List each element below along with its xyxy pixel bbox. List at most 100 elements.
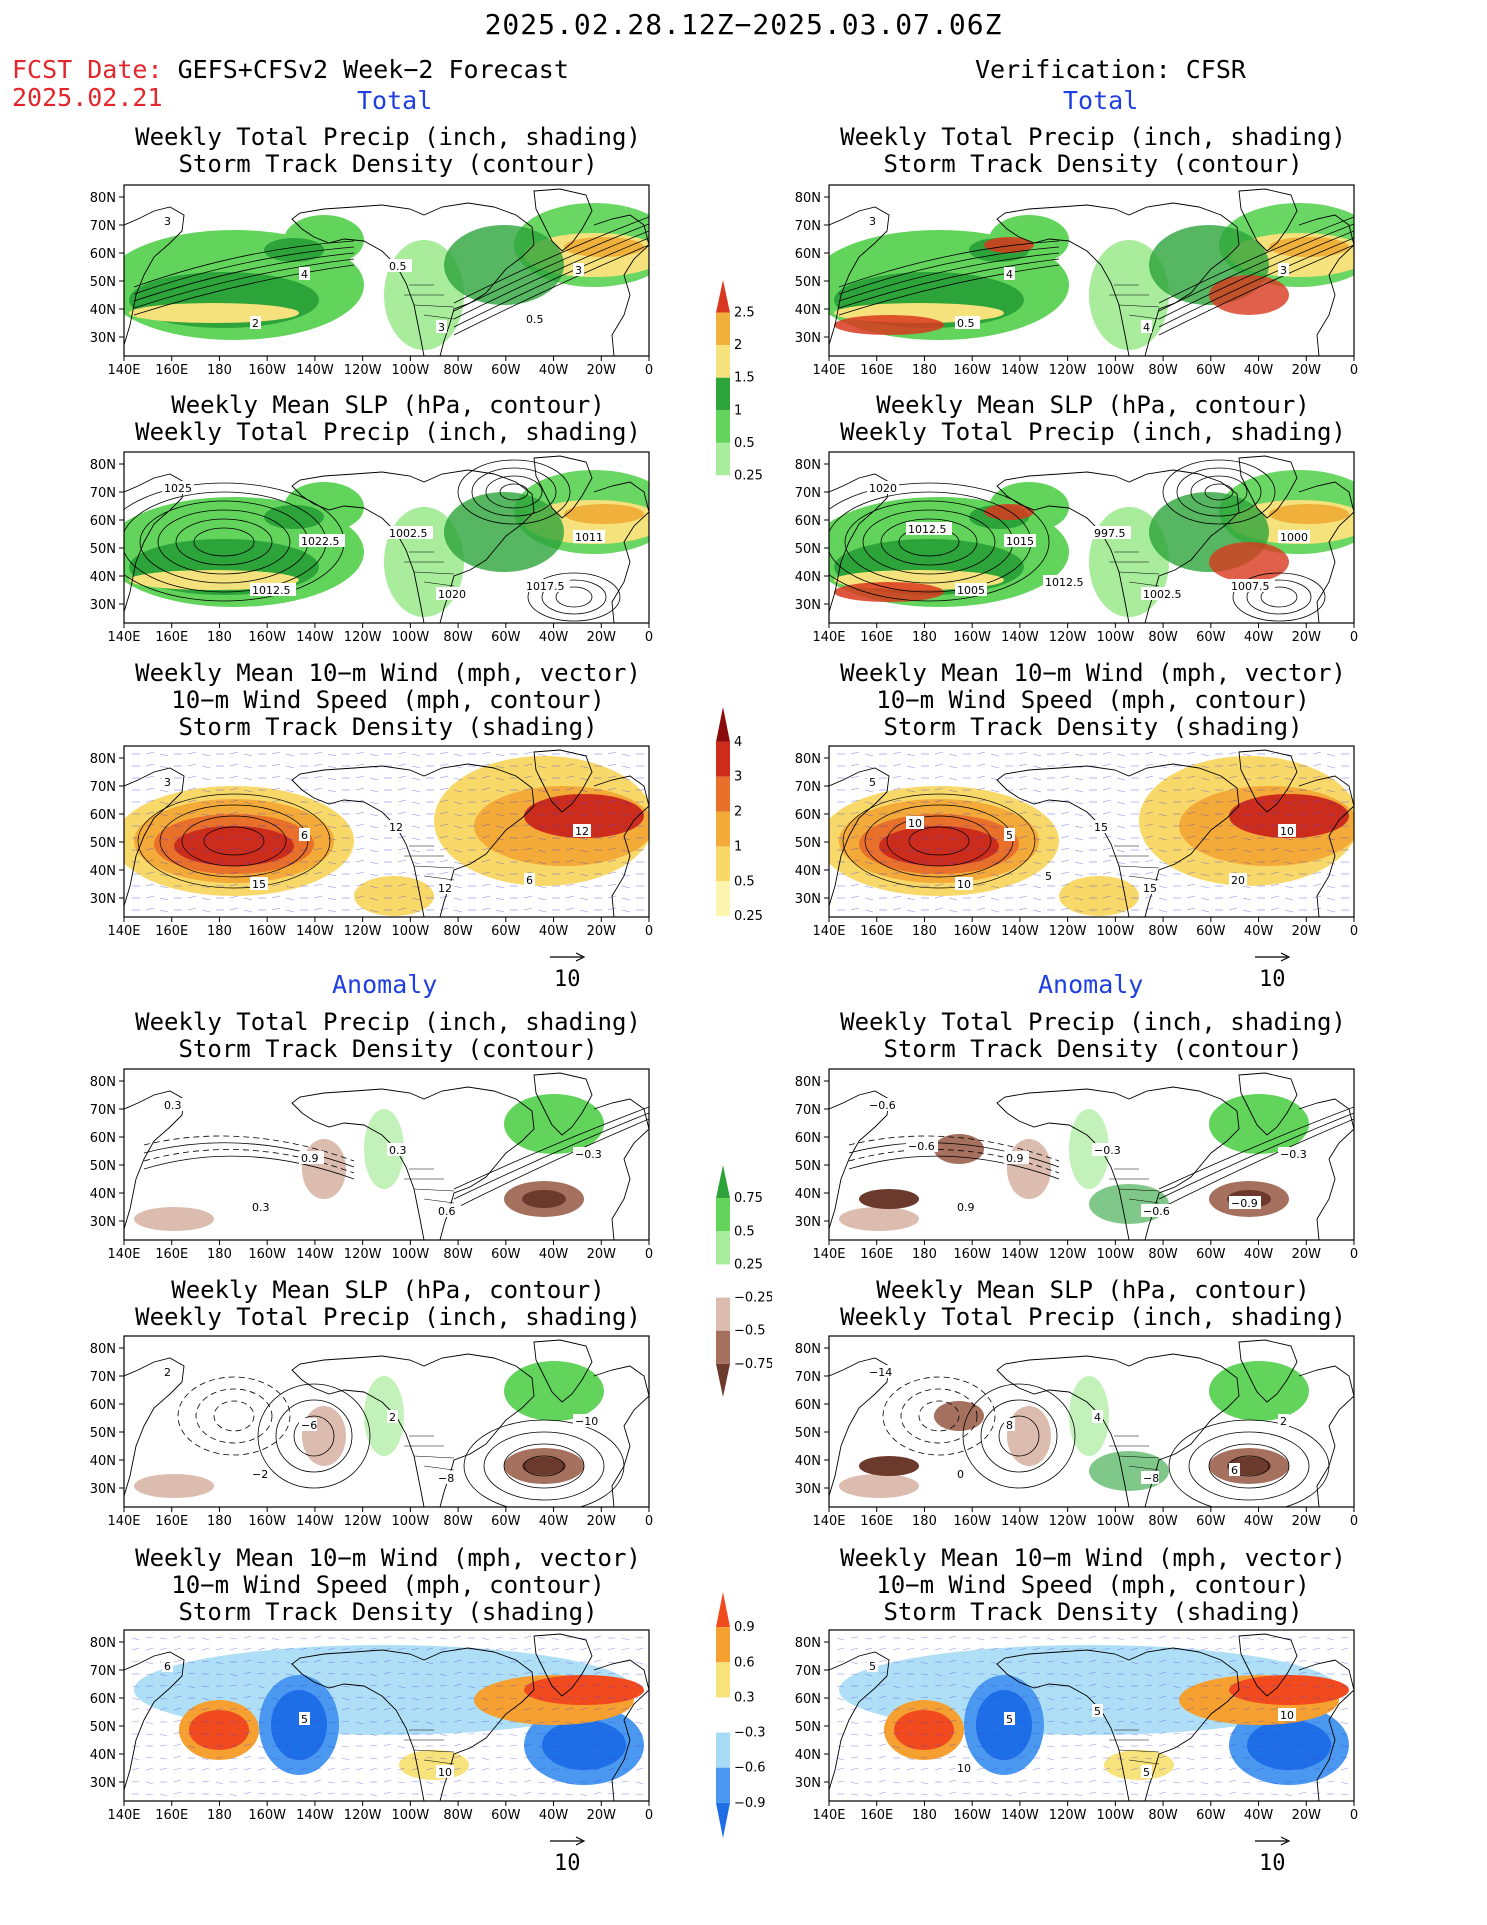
lon-tick-label: 60W [491,630,521,645]
lon-tick-label: 20W [587,1514,617,1529]
lon-tick-label: 180 [912,1247,937,1262]
lat-tick-label: 30N [795,892,821,907]
lat-tick-label: 80N [90,1075,116,1090]
slp-contour [503,1443,585,1489]
contour-label: 1020 [438,588,466,601]
field-shading [934,1134,984,1164]
lat-tick-label: 40N [90,864,116,879]
colorbar-label: 0.5 [734,436,755,451]
lon-tick-label: 120W [1049,1808,1087,1823]
lon-tick-label: 120W [344,1808,382,1823]
lat-tick-label: 40N [90,1454,116,1469]
title-r1: Weekly Total Precip (inch, shading) Storm… [840,123,1346,178]
lon-tick-label: 0 [1350,1247,1358,1262]
lon-tick-label: 160E [155,1247,188,1262]
map-panel-total-precip-verification: 3 4 4 3 0.5 80N 70N 60N 50N 40N 30N 140E 160E 180 160W… [795,184,1358,378]
contour-label: 5 [1045,870,1052,883]
slp-contour [523,1455,565,1477]
storm-contour [1158,216,1354,304]
lon-tick-label: 140W [1001,1514,1039,1529]
colorbar-swatch [716,1165,730,1199]
lon-tick-label: 20W [1292,363,1322,378]
contour-label: 1012.5 [908,523,947,536]
valid-period-title: 2025.02.28.12Z−2025.03.07.06Z [484,8,1003,41]
contour-label: 1025 [164,482,192,495]
colorbar-swatch [716,345,730,378]
lon-tick-label: 80W [443,1247,473,1262]
slp-contour [483,1431,605,1501]
colorbar-label: 0.5 [734,874,755,889]
wind-vectors [131,1635,644,1797]
field-shading [134,1474,214,1498]
contour-label: 5 [869,1660,876,1673]
contour-label: 2 [252,317,259,330]
lon-tick-label: 100W [392,363,430,378]
lat-tick-label: 30N [795,1482,821,1497]
lon-tick-label: 60W [1196,924,1226,939]
title-l4: Weekly Total Precip (inch, shading) Storm… [135,1008,641,1063]
lon-tick-label: 160W [248,1808,286,1823]
storm-contour [453,1118,649,1210]
lon-tick-label: 120W [344,924,382,939]
lon-tick-label: 20W [1292,1514,1322,1529]
colorbar-label: −0.75 [734,1357,772,1372]
lat-tick-label: 40N [795,1187,821,1202]
contour-label: 5 [1143,1766,1150,1779]
lat-tick-label: 30N [795,1776,821,1791]
field-shading [839,1207,919,1231]
storm-contour [133,246,355,295]
lat-tick-label: 40N [90,1187,116,1202]
map-panel-total-precip-forecast: 3 4 3 3 2 0.5 0.5 80N 70N 60N 50N 40N 30N 140E 160E 180… [90,184,653,378]
colorbar-swatch [716,280,730,313]
colorbar-label: −0.6 [734,1761,766,1776]
storm-contour [1158,244,1354,336]
forecast-header: FCST Date: GEFS+CFSv2 Week−2 Forecast [12,55,569,84]
vector-reference-l3: 10 [548,948,588,992]
contour-label: −0.6 [869,1099,896,1112]
slp-contour [193,527,255,557]
contour-label: 0.3 [252,1201,270,1214]
lon-tick-label: 60W [491,1247,521,1262]
slp-contour-negative [213,1400,255,1432]
coastline [124,749,649,917]
colorbar-swatch [716,1662,730,1698]
slp-contour [880,518,978,566]
section-total-left: Total [357,86,433,115]
colorbar-label: 1 [734,839,742,854]
contour-label: 3 [1280,264,1287,277]
lon-tick-label: 80W [1148,1247,1178,1262]
colorbar-label: 0.75 [734,1191,763,1206]
slp-contour [293,1415,335,1457]
colorbar-label: −0.3 [734,1726,766,1741]
field-shading [1247,1720,1331,1770]
lon-tick-label: 80W [1148,1808,1178,1823]
colorbar-label: 0.5 [734,1224,755,1239]
storm-contour [1158,237,1354,328]
contour-label: 15 [1143,882,1157,895]
lon-tick-label: 160W [953,1808,991,1823]
lon-tick-label: 80W [443,1514,473,1529]
lon-tick-label: 160W [248,1247,286,1262]
coastline [124,455,649,623]
field-shading [1269,237,1349,257]
lon-tick-label: 0 [645,1247,653,1262]
colorbar-label: 0.25 [734,909,763,924]
storm-contour [453,230,649,320]
lat-tick-label: 40N [795,570,821,585]
lon-tick-label: 140E [107,630,140,645]
contour-label: 0.5 [957,317,975,330]
slp-contour [1188,1431,1310,1501]
colorbar-swatch [716,1330,730,1364]
lon-tick-label: 80W [443,1808,473,1823]
storm-contour [838,240,1060,288]
lon-tick-label: 120W [344,363,382,378]
storm-contour [1158,223,1354,312]
lon-tick-label: 180 [912,924,937,939]
lat-tick-label: 50N [90,275,116,290]
lon-tick-label: 100W [1097,363,1135,378]
lon-tick-label: 180 [912,630,937,645]
storm-contour [1158,1118,1354,1210]
colorbar-swatch [716,1264,730,1298]
colorbar-label: 1.5 [734,371,755,386]
lon-tick-label: 0 [645,363,653,378]
